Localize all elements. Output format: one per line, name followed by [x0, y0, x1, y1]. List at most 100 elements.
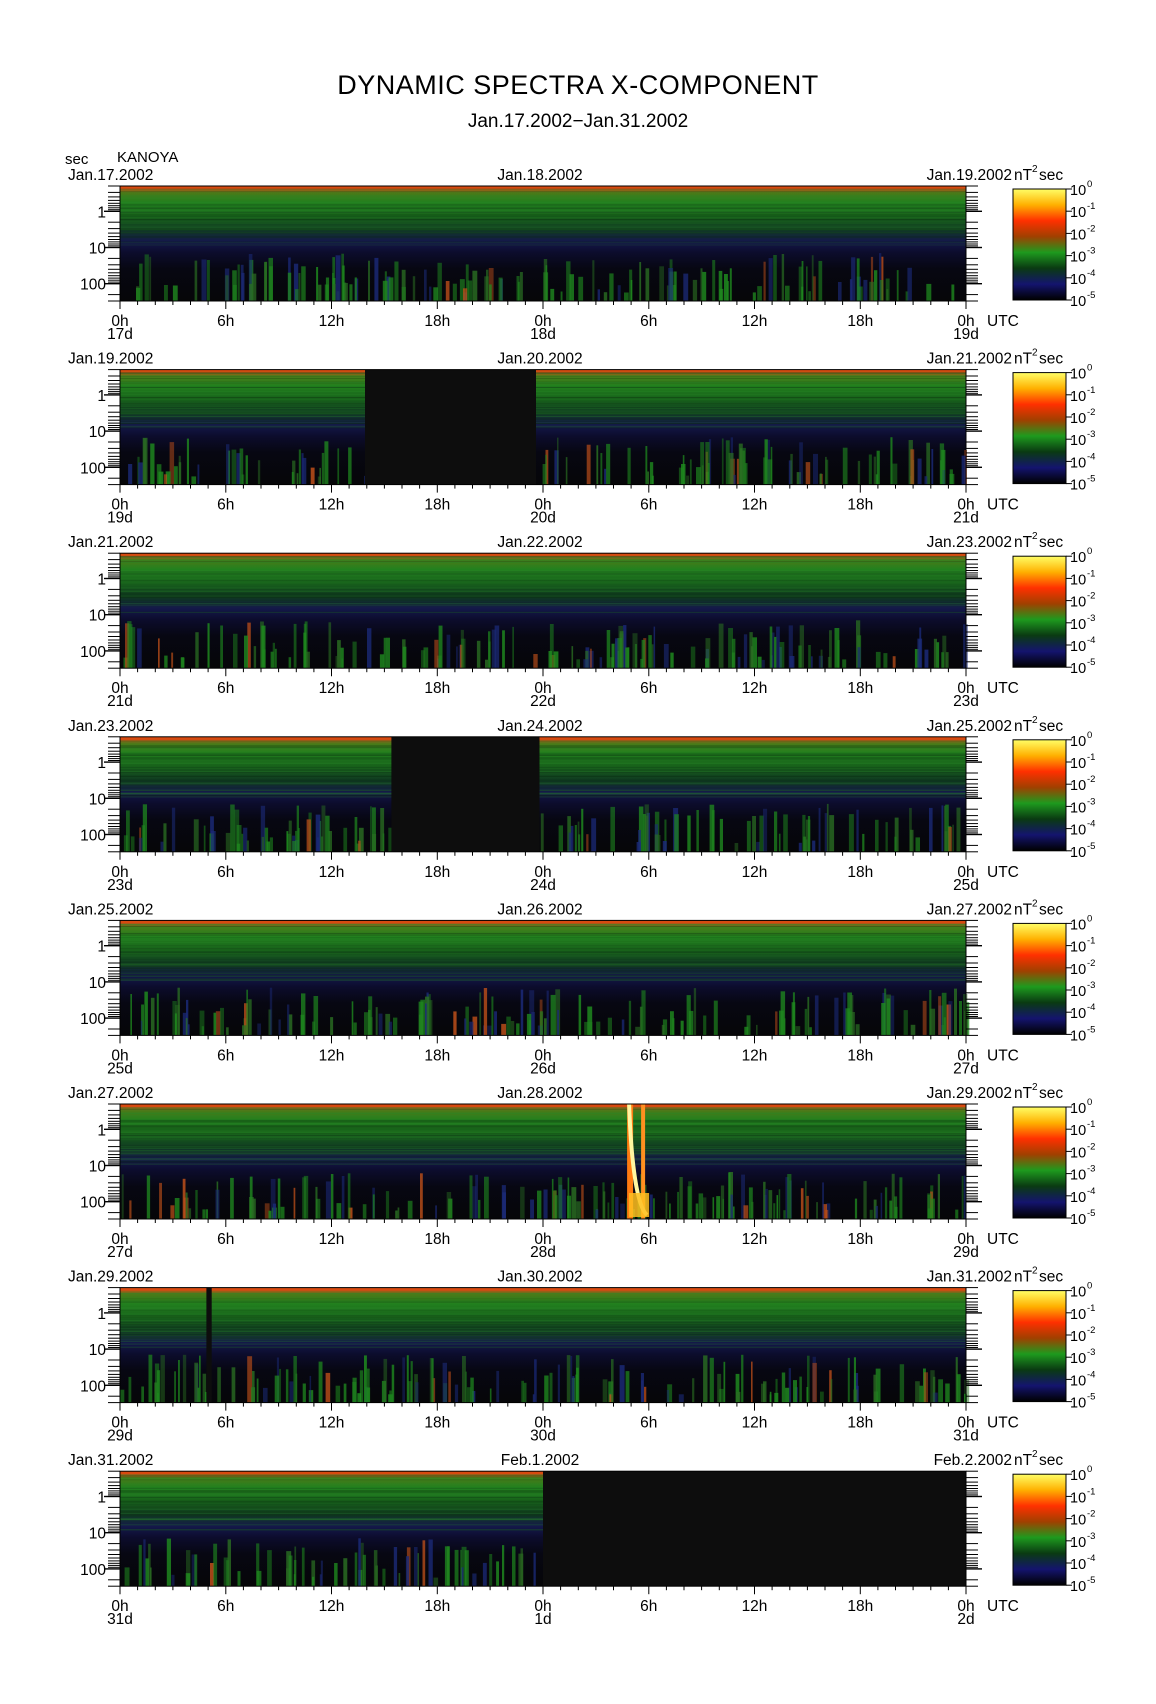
- activity-burst: [465, 264, 469, 301]
- activity-burst: [812, 840, 816, 852]
- x-tick-label: 18h: [847, 680, 873, 697]
- spectrum-streak: [120, 406, 966, 407]
- activity-burst: [783, 1210, 786, 1219]
- colorbar: [1012, 739, 1067, 852]
- spectrum-streak: [120, 1333, 966, 1335]
- spectrum-streak: [120, 415, 966, 417]
- activity-burst: [603, 292, 608, 301]
- activity-burst: [956, 1374, 961, 1403]
- activity-burst: [627, 447, 631, 485]
- spectrum-streak: [120, 398, 966, 399]
- x-unit-label: UTC: [987, 1047, 1019, 1064]
- activity-burst: [368, 996, 373, 1036]
- spectrum-streak: [120, 218, 966, 220]
- spectrum-streak: [120, 757, 966, 759]
- x-unit-label: UTC: [987, 1598, 1019, 1615]
- activity-burst: [288, 1555, 293, 1587]
- activity-burst: [461, 638, 466, 669]
- activity-burst: [137, 628, 142, 669]
- day-label: 21d: [107, 693, 133, 710]
- spectrum-streak: [120, 1347, 966, 1349]
- activity-burst: [664, 819, 667, 852]
- activity-burst: [150, 1567, 152, 1587]
- spectrum-streak: [120, 1128, 966, 1130]
- activity-burst: [875, 1368, 881, 1403]
- activity-burst: [932, 1376, 936, 1403]
- activity-burst: [242, 1025, 247, 1036]
- spectrum-streak: [120, 411, 966, 413]
- activity-burst: [424, 269, 427, 301]
- activity-burst: [952, 824, 954, 852]
- spectrum-streak: [120, 578, 966, 580]
- activity-burst: [748, 1187, 753, 1219]
- activity-burst: [717, 1373, 722, 1403]
- activity-burst: [793, 1380, 797, 1403]
- panel-date-right: Jan.23.2002: [927, 534, 1012, 551]
- activity-burst: [799, 442, 803, 485]
- day-label: 22d: [530, 693, 556, 710]
- activity-burst: [382, 1568, 386, 1587]
- activity-burst: [248, 999, 252, 1036]
- day-label: 26d: [530, 1060, 556, 1077]
- activity-burst: [827, 656, 831, 669]
- spectrum-streak: [120, 753, 966, 755]
- activity-burst: [285, 1369, 289, 1403]
- spectrum-streak: [120, 1112, 966, 1114]
- activity-burst: [343, 1558, 348, 1587]
- activity-burst: [128, 624, 133, 669]
- y-tick-label: 10: [89, 975, 107, 992]
- activity-burst: [372, 1194, 375, 1219]
- activity-burst: [813, 453, 818, 485]
- x-tick-label: 0h: [111, 1415, 128, 1432]
- spectrum-streak: [120, 595, 966, 597]
- activity-burst: [602, 1379, 608, 1403]
- spectrum-streak: [120, 1163, 966, 1165]
- activity-burst: [402, 1357, 405, 1403]
- activity-burst: [615, 1197, 619, 1219]
- activity-burst: [804, 1180, 807, 1219]
- activity-burst: [927, 1193, 932, 1219]
- activity-burst: [735, 1373, 740, 1403]
- activity-burst: [963, 1175, 966, 1219]
- colorbar-label-base: 10: [1070, 940, 1086, 956]
- activity-burst: [347, 1173, 351, 1219]
- colorbar-label-base: 10: [1070, 1557, 1086, 1573]
- x-tick-label: 0h: [111, 1231, 128, 1248]
- activity-burst: [335, 1385, 341, 1403]
- x-tick-label: 6h: [217, 497, 234, 514]
- spectrum-streak: [120, 775, 966, 777]
- activity-burst: [595, 1209, 599, 1219]
- activity-burst: [239, 448, 244, 485]
- activity-burst: [170, 1205, 175, 1219]
- spectrum-streak: [120, 1298, 966, 1300]
- activity-burst: [353, 1022, 357, 1036]
- x-tick-label: 12h: [319, 313, 345, 330]
- activity-burst: [136, 287, 141, 301]
- activity-burst: [700, 268, 703, 301]
- y-tick-label: 10: [89, 1159, 107, 1176]
- spectrum-streak: [120, 1147, 966, 1149]
- activity-burst: [945, 1383, 950, 1403]
- activity-burst: [362, 1554, 366, 1587]
- activity-burst: [434, 639, 439, 669]
- colorbar-label-exponent: -3: [1087, 1164, 1095, 1175]
- spectrum-streak: [120, 924, 966, 926]
- spectrum-streak: [120, 926, 966, 928]
- activity-burst: [869, 1209, 873, 1219]
- activity-burst: [879, 280, 884, 301]
- activity-burst: [225, 275, 229, 301]
- activity-burst: [337, 448, 340, 485]
- activity-burst: [742, 447, 746, 485]
- activity-burst: [917, 638, 923, 669]
- activity-burst: [596, 445, 599, 485]
- activity-burst: [337, 640, 341, 669]
- activity-burst: [296, 805, 299, 852]
- spectrum-streak: [120, 1329, 966, 1331]
- activity-burst: [313, 996, 319, 1036]
- spectrum-streak: [120, 1135, 966, 1137]
- station-label: KANOYA: [117, 149, 178, 166]
- spectrum-streak: [120, 755, 966, 757]
- activity-burst: [889, 1200, 893, 1219]
- spectrum-streak: [120, 1316, 966, 1318]
- spectrum-streak: [120, 195, 966, 197]
